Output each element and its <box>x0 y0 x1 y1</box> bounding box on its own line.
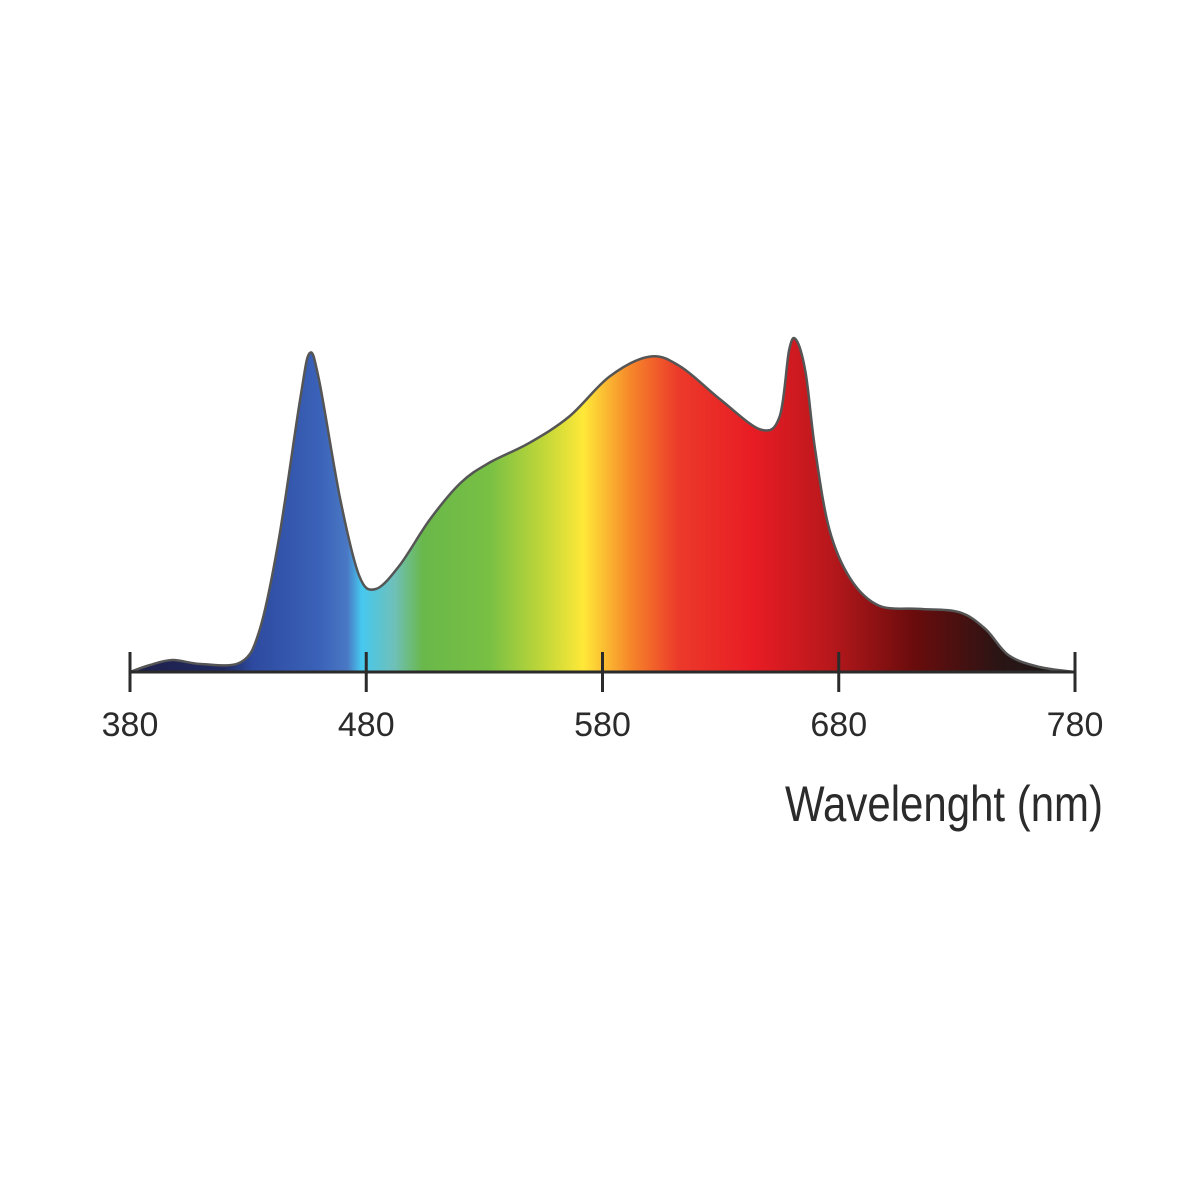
spectrum-area <box>129 336 1076 674</box>
plot-area: 380 480 580 680 780 <box>102 336 1104 744</box>
x-tick-label: 780 <box>1047 706 1104 744</box>
x-tick-label: 480 <box>338 706 395 744</box>
x-tick-label: 680 <box>810 706 867 744</box>
x-axis-label: Wavelenght (nm) <box>785 776 1103 832</box>
x-tick-label: 380 <box>102 706 159 744</box>
x-tick-label: 580 <box>574 706 631 744</box>
